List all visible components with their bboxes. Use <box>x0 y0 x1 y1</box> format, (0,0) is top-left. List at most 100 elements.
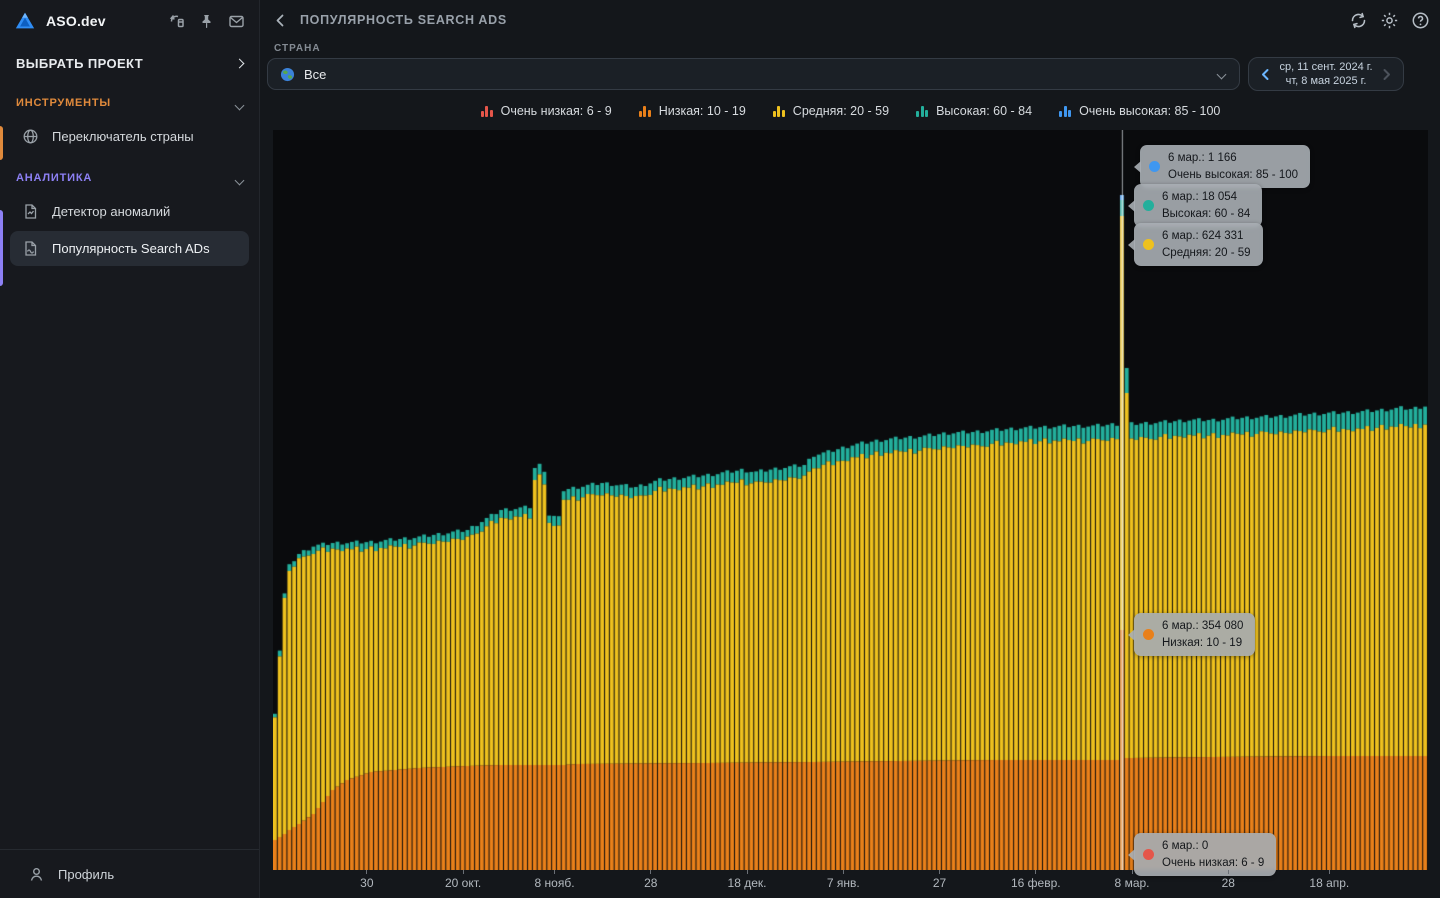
country-select-value: Все <box>304 66 327 82</box>
chart-tooltip: 6 мар.: 1 166 Очень высокая: 85 - 100 <box>1133 145 1311 189</box>
prev-range-button[interactable] <box>1259 68 1272 81</box>
back-button[interactable] <box>273 13 288 28</box>
sidebar: ASO.dev <box>0 0 260 898</box>
sidebar-item-label: Детектор аномалий <box>52 204 171 219</box>
section-analytics[interactable]: АНАЛИТИКА <box>0 156 259 192</box>
select-project-label: ВЫБРАТЬ ПРОЕКТ <box>16 56 144 71</box>
aso-logo-icon <box>15 12 35 29</box>
analytics-accent-rail <box>0 210 3 286</box>
chart-tooltip: 6 мар.: 624 331 Средняя: 20 - 59 <box>1128 223 1263 267</box>
x-axis-tick <box>1328 870 1330 874</box>
x-axis-label: 8 нояб. <box>534 876 575 890</box>
help-icon[interactable] <box>1411 11 1430 30</box>
chevron-right-icon <box>234 58 245 69</box>
country-select[interactable]: Все <box>267 58 1240 90</box>
brand-name: ASO.dev <box>46 13 106 29</box>
date-range-start: ср, 11 сент. 2024 г. <box>1279 60 1373 73</box>
x-axis-label: 28 <box>644 876 658 890</box>
sidebar-item-label: Популярность Search ADs <box>52 241 210 256</box>
legend-label: Средняя: 20 - 59 <box>792 104 890 118</box>
x-axis-tick <box>462 870 464 874</box>
section-tools-label: ИНСТРУМЕНТЫ <box>16 97 112 109</box>
tools-accent-rail <box>0 126 3 160</box>
x-axis-label: 20 окт. <box>444 876 482 890</box>
gear-icon[interactable] <box>1380 11 1399 30</box>
profile-button[interactable]: Профиль <box>0 849 259 898</box>
sidebar-item-label: Переключатель страны <box>52 129 194 144</box>
page-header: ПОПУЛЯРНОСТЬ SEARCH ADS <box>260 0 1440 40</box>
x-axis-label: 18 дек. <box>727 876 767 890</box>
profile-label: Профиль <box>58 866 115 882</box>
x-axis-tick <box>650 870 652 874</box>
user-icon <box>28 866 45 883</box>
chart-tooltip: 6 мар.: 0 Очень низкая: 6 - 9 <box>1127 833 1277 877</box>
select-project-button[interactable]: ВЫБРАТЬ ПРОЕКТ <box>0 42 259 81</box>
tooltip-value: 6 мар.: 624 331 <box>1162 230 1244 242</box>
x-axis-label: 27 <box>932 876 947 890</box>
pin-icon[interactable] <box>198 13 215 30</box>
bar-chart-icon <box>772 105 785 117</box>
tooltip-series-dot <box>1143 849 1154 861</box>
tooltip-category: Высокая: 60 - 84 <box>1162 207 1251 220</box>
page-title: ПОПУЛЯРНОСТЬ SEARCH ADS <box>300 13 507 27</box>
x-axis-label: 7 янв. <box>826 876 860 890</box>
tooltip-category: Средняя: 20 - 59 <box>1162 246 1251 259</box>
sidebar-item-search-ads-popularity[interactable]: Популярность Search ADs <box>10 231 249 266</box>
legend-label: Высокая: 60 - 84 <box>936 104 1033 118</box>
tooltip-category: Очень низкая: 6 - 9 <box>1162 856 1265 869</box>
x-axis-tick <box>939 870 941 874</box>
x-axis-tick <box>1227 870 1229 874</box>
tooltip-value: 6 мар.: 354 080 <box>1162 620 1244 632</box>
x-axis-tick <box>746 870 748 874</box>
legend-label: Низкая: 10 - 19 <box>658 104 746 118</box>
next-range-button[interactable] <box>1380 68 1393 81</box>
legend-label: Очень низкая: 6 - 9 <box>500 104 612 118</box>
sidebar-item-country-switcher[interactable]: Переключатель страны <box>10 119 249 154</box>
bar-chart-icon <box>480 105 493 117</box>
bar-chart-icon <box>1059 105 1072 117</box>
bar-chart-icon <box>638 105 651 117</box>
date-range-text: ср, 11 сент. 2024 г. чт, 8 мая 2025 г. <box>1272 60 1380 89</box>
legend-item-very-low[interactable]: Очень низкая: 6 - 9 <box>480 104 612 118</box>
x-axis-label: 16 февр. <box>1010 876 1061 890</box>
tooltip-value: 6 мар.: 1 166 <box>1168 152 1237 164</box>
x-axis-tick <box>842 870 844 874</box>
chart-legend: Очень низкая: 6 - 9 Низкая: 10 - 19 Сред… <box>273 99 1428 123</box>
legend-item-high[interactable]: Высокая: 60 - 84 <box>916 104 1032 118</box>
tooltip-value: 6 мар.: 18 054 <box>1162 191 1238 203</box>
main-content: ПОПУЛЯРНОСТЬ SEARCH ADS <box>260 0 1440 898</box>
legend-item-medium[interactable]: Средняя: 20 - 59 <box>772 104 890 118</box>
section-tools[interactable]: ИНСТРУМЕНТЫ <box>0 81 259 117</box>
tooltip-series-dot <box>1149 161 1160 173</box>
chevron-down-icon <box>1216 69 1227 79</box>
tooltip-series-dot <box>1143 629 1154 641</box>
chart-tooltip: 6 мар.: 18 054 Высокая: 60 - 84 <box>1127 184 1263 228</box>
chart-region: 6 мар.: 1 166 Очень высокая: 85 - 100 6 ма… <box>273 130 1428 877</box>
x-axis-label: 8 мар. <box>1114 876 1150 890</box>
legend-item-low[interactable]: Низкая: 10 - 19 <box>638 104 746 118</box>
mail-icon[interactable] <box>228 13 245 30</box>
tooltip-category: Низкая: 10 - 19 <box>1162 636 1243 649</box>
x-axis-tick <box>554 870 556 874</box>
document-wave-icon <box>22 240 39 257</box>
refresh-icon[interactable] <box>1349 11 1368 30</box>
section-analytics-label: АНАЛИТИКА <box>16 172 93 184</box>
date-range-picker[interactable]: ср, 11 сент. 2024 г. чт, 8 мая 2025 г. <box>1248 57 1404 91</box>
brand-row: ASO.dev <box>0 0 259 42</box>
x-axis-tick <box>1131 870 1133 874</box>
world-globe-icon <box>280 67 295 81</box>
country-field-label: СТРАНА <box>274 43 321 54</box>
legend-label: Очень высокая: 85 - 100 <box>1079 104 1221 118</box>
tooltip-series-dot <box>1143 239 1154 251</box>
chart-tooltip: 6 мар.: 354 080 Низкая: 10 - 19 <box>1127 613 1256 657</box>
chevron-down-icon <box>234 175 245 185</box>
document-chart-icon <box>22 203 39 220</box>
x-axis: 30 20 окт. 8 нояб. 28 18 дек. 7 янв. 27 16 февр… <box>273 870 1428 898</box>
sidebar-item-anomaly-detector[interactable]: Детектор аномалий <box>10 194 249 229</box>
x-axis-tick <box>1035 870 1037 874</box>
x-axis-tick <box>366 870 368 874</box>
collapse-sidebar-icon[interactable] <box>168 13 185 30</box>
date-range-end: чт, 8 мая 2025 г. <box>1285 75 1367 87</box>
legend-item-very-high[interactable]: Очень высокая: 85 - 100 <box>1059 104 1220 118</box>
